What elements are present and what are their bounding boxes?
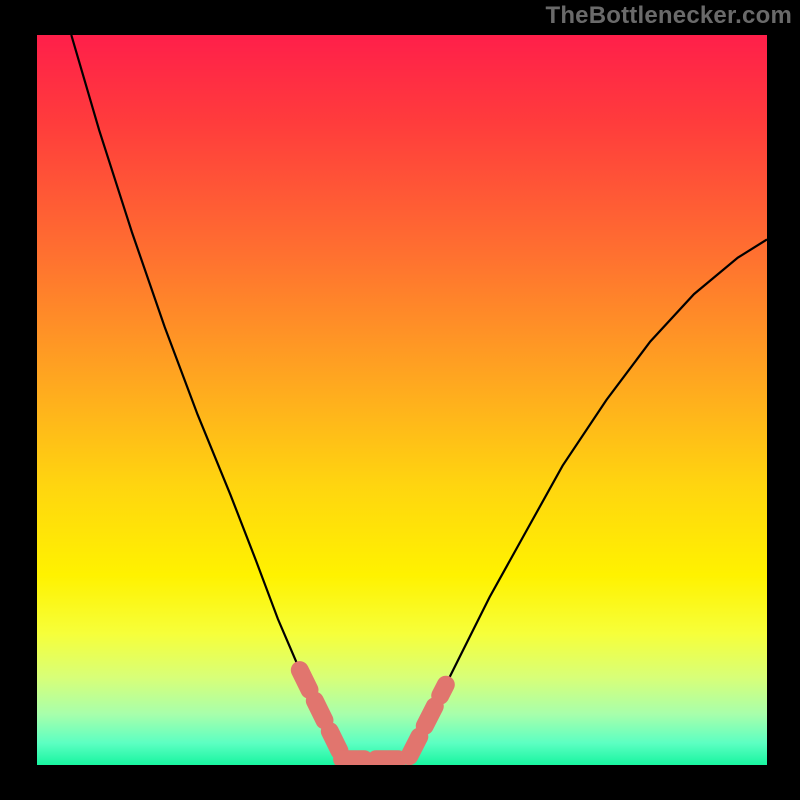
- chart-frame: TheBottlenecker.com: [0, 0, 800, 800]
- plot-area: [37, 35, 767, 765]
- gradient-background: [37, 35, 767, 765]
- chart-svg: [37, 35, 767, 765]
- watermark-text: TheBottlenecker.com: [545, 2, 792, 30]
